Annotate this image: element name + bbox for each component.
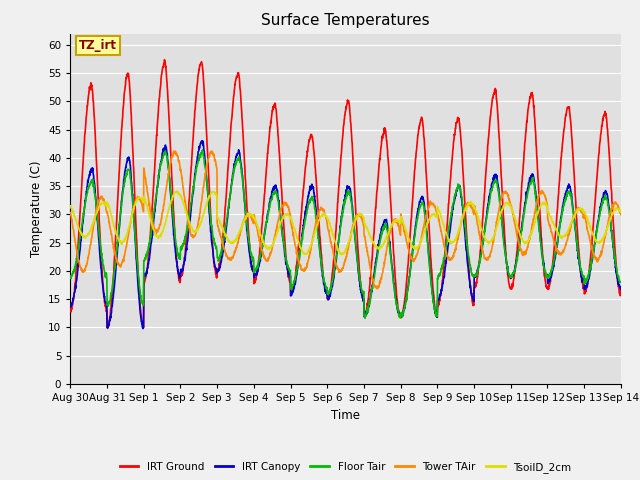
Title: Surface Temperatures: Surface Temperatures <box>261 13 430 28</box>
X-axis label: Time: Time <box>331 408 360 421</box>
Y-axis label: Temperature (C): Temperature (C) <box>29 160 43 257</box>
Legend: IRT Ground, IRT Canopy, Floor Tair, Tower TAir, TsoilD_2cm: IRT Ground, IRT Canopy, Floor Tair, Towe… <box>115 457 576 477</box>
Text: TZ_irt: TZ_irt <box>79 39 116 52</box>
